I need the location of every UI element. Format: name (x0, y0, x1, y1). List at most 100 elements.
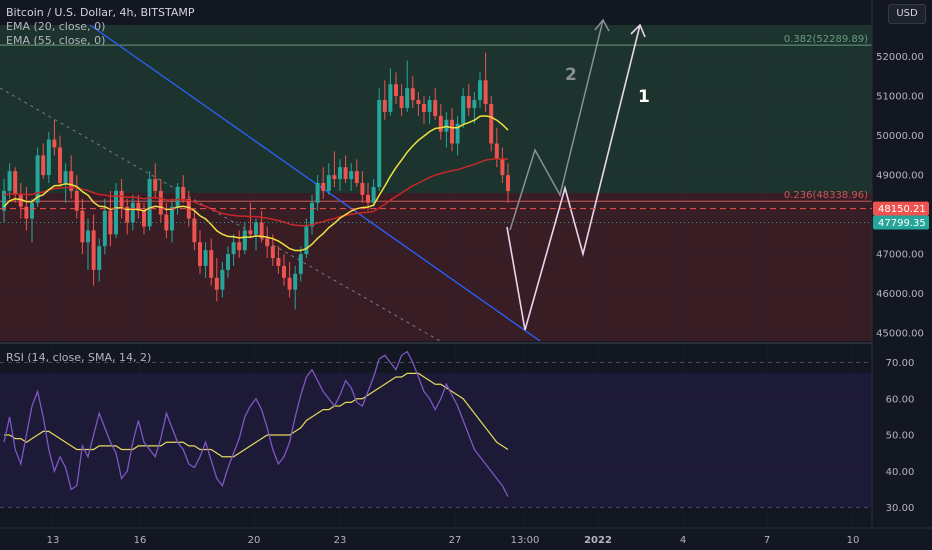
candle-body (164, 214, 169, 231)
candle-body (35, 155, 40, 203)
candle-body (444, 119, 449, 132)
candle-body (7, 171, 12, 191)
candle-body (433, 100, 438, 116)
time-tick-label: 13:00 (511, 535, 540, 546)
candle-body (231, 242, 236, 255)
candle-body (226, 254, 230, 270)
candle-body (371, 186, 376, 203)
candle-body (181, 186, 186, 199)
candle-body (254, 222, 258, 235)
time-axis-ticks: 13 16 20 23 27 13:00 2022 4 7 10 (47, 535, 860, 546)
currency-button[interactable]: USD (888, 4, 926, 24)
candle-body (46, 139, 51, 176)
time-tick-label: 4 (680, 535, 686, 546)
candle-body (30, 202, 34, 219)
candle-body (287, 277, 292, 290)
price-tick-label: 52000.00 (876, 52, 924, 63)
candle-body (203, 250, 208, 266)
candle-body (427, 100, 432, 112)
candle-body (506, 175, 510, 191)
candle-body (438, 115, 443, 132)
time-tick-label: 16 (134, 535, 147, 546)
candle-body (136, 202, 141, 211)
candle-body (52, 139, 57, 148)
candle-body (69, 171, 74, 191)
ema20-legend[interactable]: EMA (20, close, 0) (6, 20, 106, 33)
candle-body (130, 202, 135, 223)
candle-body (494, 143, 499, 160)
projection-wave-2[interactable] (509, 19, 604, 231)
candle-body (2, 190, 6, 211)
candles (2, 52, 510, 310)
projection-wave-2-arrow (594, 18, 610, 32)
fib-levels: 0.382(52289.89) 0.236(48338.96) (0, 34, 872, 202)
candle-body (125, 206, 130, 223)
ema55-line (3, 158, 509, 227)
rsi-tick-label: 60.00 (886, 394, 915, 405)
wave-label-1: 1 (638, 87, 650, 107)
candle-body (158, 190, 163, 215)
time-axis[interactable] (0, 528, 932, 550)
candle-body (91, 230, 96, 270)
rsi-tick-label: 30.00 (886, 503, 915, 514)
rsi-line (3, 350, 509, 497)
candle-body (489, 104, 494, 144)
projection-wave-1[interactable] (506, 24, 641, 331)
candle-body (360, 183, 365, 195)
price-tick-label: 47000.00 (876, 250, 924, 261)
candle-body (455, 123, 460, 144)
candle-body (405, 88, 410, 108)
candle-body (265, 238, 270, 247)
rsi-ma-line (4, 372, 509, 458)
time-tick-label: 7 (764, 535, 770, 546)
candle-body (237, 242, 242, 251)
candle-body (394, 84, 398, 97)
candle-body (80, 210, 85, 243)
candle-body (142, 210, 146, 227)
rsi-legend[interactable]: RSI (14, close, SMA, 14, 2) (6, 351, 152, 364)
price-tick-label: 49000.00 (876, 171, 924, 182)
candle-body (147, 179, 152, 227)
candle-body (338, 167, 342, 180)
main-legend: Bitcoin / U.S. Dollar, 4h, BITSTAMP EMA … (6, 6, 194, 48)
trendline[interactable] (89, 24, 541, 342)
price-tick-label: 51000.00 (876, 92, 924, 103)
rsi-tick-label: 70.00 (886, 358, 915, 369)
fib-level-label: 0.382(52289.89) (784, 34, 868, 45)
candle-body (298, 254, 303, 274)
price-axis[interactable] (872, 0, 932, 528)
candle-body (472, 100, 477, 108)
candle-body (13, 171, 18, 195)
candle-body (209, 250, 214, 278)
last-price-value: 47799.35 (878, 218, 926, 229)
candle-body (119, 190, 124, 207)
projection-wave-1-arrow (630, 23, 646, 38)
candle-body (450, 119, 454, 144)
candle-body (192, 218, 197, 243)
time-tick-label: 13 (47, 535, 60, 546)
marked-price-value: 48150.21 (878, 204, 926, 215)
candle-body (349, 171, 354, 180)
candle-body (108, 210, 113, 235)
candle-body (114, 190, 118, 235)
candle-body (321, 183, 326, 191)
dotted-trendline[interactable] (0, 87, 441, 342)
candle-body (242, 230, 247, 251)
candle-body (354, 171, 359, 183)
candle-body (416, 100, 421, 104)
candle-body (461, 96, 466, 124)
candle-body (366, 194, 370, 203)
ema55-legend[interactable]: EMA (55, close, 0) (6, 34, 106, 47)
rsi-tick-label: 40.00 (886, 467, 915, 478)
candle-body (198, 242, 202, 266)
ema20-line (3, 115, 509, 252)
candle-body (422, 104, 426, 112)
candle-body (343, 167, 348, 180)
candle-body (102, 210, 107, 247)
candle-body (304, 226, 309, 255)
candle-body (170, 206, 174, 231)
wave-label-2: 2 (565, 65, 577, 85)
symbol-title[interactable]: Bitcoin / U.S. Dollar, 4h, BITSTAMP (6, 6, 195, 19)
candle-body (410, 88, 415, 101)
